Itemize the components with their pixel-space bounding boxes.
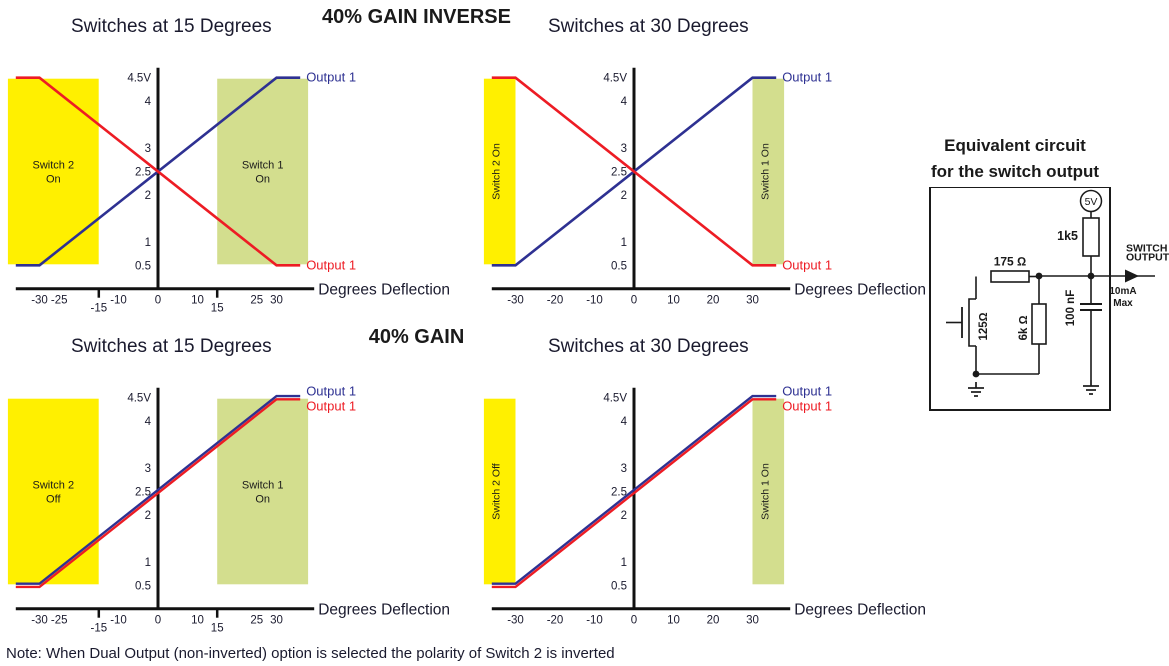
svg-text:2: 2 <box>145 510 151 522</box>
svg-text:30: 30 <box>746 295 759 307</box>
svg-text:Degrees Deflection: Degrees Deflection <box>318 602 450 619</box>
svg-text:Switch 2 On: Switch 2 On <box>491 143 503 200</box>
svg-text:0.5: 0.5 <box>611 580 627 592</box>
svg-text:-10: -10 <box>586 295 603 307</box>
svg-text:Output 1: Output 1 <box>306 70 356 85</box>
svg-text:-10: -10 <box>110 615 127 627</box>
svg-text:1: 1 <box>621 237 627 249</box>
svg-text:Switch 2 Off: Switch 2 Off <box>491 463 503 519</box>
svg-text:-15: -15 <box>90 623 107 635</box>
svg-text:100 nF: 100 nF <box>1065 290 1077 326</box>
svg-text:2: 2 <box>621 510 627 522</box>
svg-text:2.5: 2.5 <box>611 167 627 179</box>
svg-text:On: On <box>255 494 270 506</box>
svg-text:-20: -20 <box>547 295 564 307</box>
svg-text:1: 1 <box>145 557 151 569</box>
svg-text:3: 3 <box>145 463 151 475</box>
svg-text:30: 30 <box>746 615 759 627</box>
svg-text:10: 10 <box>667 295 680 307</box>
svg-text:Off: Off <box>46 494 61 506</box>
svg-text:On: On <box>46 174 61 186</box>
svg-text:30: 30 <box>270 615 283 627</box>
svg-text:Degrees Deflection: Degrees Deflection <box>794 602 926 619</box>
svg-text:-30: -30 <box>507 615 524 627</box>
svg-text:On: On <box>255 174 270 186</box>
svg-text:-30: -30 <box>31 615 48 627</box>
svg-text:125Ω: 125Ω <box>978 312 990 340</box>
svg-text:Max: Max <box>1113 298 1133 309</box>
svg-text:4: 4 <box>621 96 628 108</box>
svg-text:3: 3 <box>145 143 151 155</box>
svg-text:10: 10 <box>191 615 204 627</box>
svg-text:20: 20 <box>707 295 720 307</box>
svg-text:-10: -10 <box>110 295 127 307</box>
svg-text:Degrees Deflection: Degrees Deflection <box>318 282 450 299</box>
svg-text:-20: -20 <box>547 615 564 627</box>
svg-text:Switch 1: Switch 1 <box>242 480 284 492</box>
svg-text:30: 30 <box>270 295 283 307</box>
svg-text:2: 2 <box>621 190 627 202</box>
svg-text:OUTPUT: OUTPUT <box>1126 251 1169 263</box>
svg-text:1k5: 1k5 <box>1057 229 1078 243</box>
svg-text:Output 1: Output 1 <box>306 384 356 399</box>
svg-text:20: 20 <box>707 615 720 627</box>
svg-text:0.5: 0.5 <box>135 260 151 272</box>
svg-text:5V: 5V <box>1085 196 1098 208</box>
svg-text:Output 1: Output 1 <box>782 384 832 399</box>
svg-text:0.5: 0.5 <box>611 260 627 272</box>
svg-text:1: 1 <box>145 237 151 249</box>
svg-text:2.5: 2.5 <box>135 167 151 179</box>
svg-text:Degrees Deflection: Degrees Deflection <box>794 282 926 299</box>
svg-text:-10: -10 <box>586 615 603 627</box>
svg-text:0: 0 <box>155 295 161 307</box>
svg-text:Output 1: Output 1 <box>306 257 356 272</box>
svg-text:4.5V: 4.5V <box>127 393 151 405</box>
svg-text:0: 0 <box>631 295 637 307</box>
svg-text:4.5V: 4.5V <box>603 73 627 85</box>
svg-text:4: 4 <box>621 416 628 428</box>
svg-text:2: 2 <box>145 190 151 202</box>
svg-text:0: 0 <box>631 615 637 627</box>
svg-text:0.5: 0.5 <box>135 580 151 592</box>
svg-text:Switch 2: Switch 2 <box>33 480 75 492</box>
svg-text:Output 1: Output 1 <box>782 70 832 85</box>
svg-text:-30: -30 <box>507 295 524 307</box>
svg-text:Output 1: Output 1 <box>782 257 832 272</box>
svg-text:0: 0 <box>155 615 161 627</box>
svg-text:25: 25 <box>250 295 263 307</box>
svg-text:Switch 1: Switch 1 <box>242 160 284 172</box>
svg-text:175 Ω: 175 Ω <box>994 255 1027 269</box>
svg-text:-25: -25 <box>51 615 68 627</box>
svg-text:4: 4 <box>145 416 152 428</box>
svg-text:1: 1 <box>621 557 627 569</box>
svg-text:10: 10 <box>667 615 680 627</box>
svg-text:4.5V: 4.5V <box>603 393 627 405</box>
svg-text:15: 15 <box>211 623 224 635</box>
svg-text:Switch 1 On: Switch 1 On <box>759 143 771 200</box>
svg-text:15: 15 <box>211 303 224 315</box>
svg-text:10: 10 <box>191 295 204 307</box>
svg-text:4: 4 <box>145 96 152 108</box>
svg-text:-30: -30 <box>31 295 48 307</box>
svg-text:3: 3 <box>621 463 627 475</box>
svg-text:Switch 2: Switch 2 <box>33 160 75 172</box>
svg-text:10mA: 10mA <box>1109 286 1136 297</box>
svg-text:25: 25 <box>250 615 263 627</box>
svg-text:6k Ω: 6k Ω <box>1018 315 1030 340</box>
svg-text:Output 1: Output 1 <box>782 399 832 414</box>
svg-text:-25: -25 <box>51 295 68 307</box>
svg-text:Switch 1 On: Switch 1 On <box>759 463 771 520</box>
svg-text:Output 1: Output 1 <box>306 399 356 414</box>
svg-text:4.5V: 4.5V <box>127 73 151 85</box>
svg-text:3: 3 <box>621 143 627 155</box>
svg-text:-15: -15 <box>90 303 107 315</box>
